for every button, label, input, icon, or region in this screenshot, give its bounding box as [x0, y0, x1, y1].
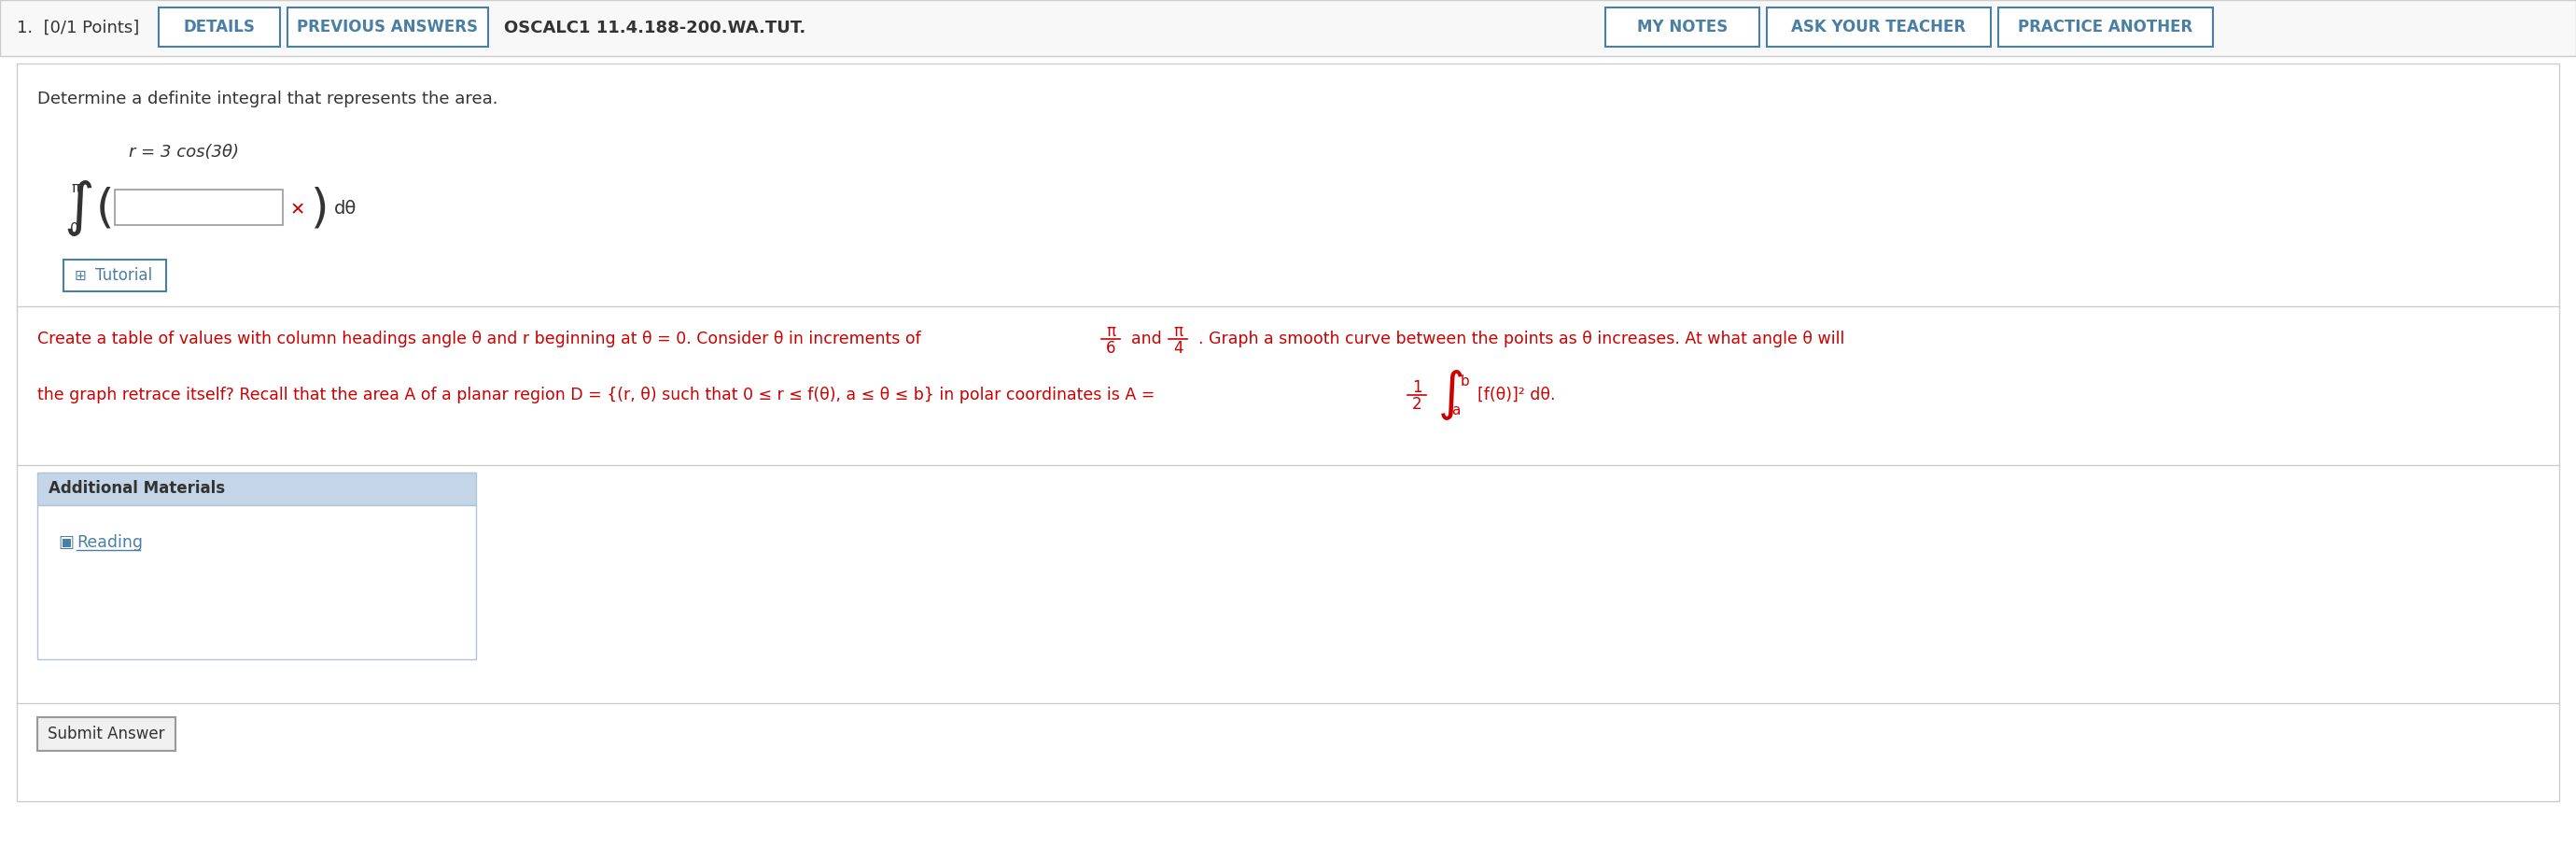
- Text: PRACTICE ANOTHER: PRACTICE ANOTHER: [2017, 19, 2192, 35]
- Text: and: and: [1131, 331, 1162, 347]
- Text: Submit Answer: Submit Answer: [49, 726, 165, 742]
- Text: [f(θ)]² dθ.: [f(θ)]² dθ.: [1479, 387, 1556, 404]
- Bar: [36, 505, 477, 660]
- Bar: [289, 8, 487, 46]
- Text: Determine a definite integral that represents the area.: Determine a definite integral that repre…: [36, 90, 497, 108]
- Bar: [1767, 8, 1991, 46]
- Text: (: (: [95, 186, 113, 231]
- Text: $\int$: $\int$: [64, 178, 93, 238]
- Text: Additional Materials: Additional Materials: [49, 480, 224, 497]
- Text: the graph retrace itself? Recall that the area A of a planar region D = {(r, θ) : the graph retrace itself? Recall that th…: [36, 387, 1154, 404]
- Bar: [116, 189, 283, 225]
- Text: . Graph a smooth curve between the points as θ increases. At what angle θ will: . Graph a smooth curve between the point…: [1198, 331, 1844, 347]
- Text: π: π: [1172, 323, 1182, 340]
- Text: Tutorial: Tutorial: [95, 267, 152, 284]
- Text: π: π: [72, 181, 80, 195]
- Text: PREVIOUS ANSWERS: PREVIOUS ANSWERS: [296, 19, 479, 35]
- Text: DETAILS: DETAILS: [183, 19, 255, 35]
- Bar: [64, 260, 165, 291]
- Text: Reading: Reading: [77, 534, 142, 551]
- Text: 4: 4: [1172, 340, 1182, 356]
- Text: 6: 6: [1105, 340, 1115, 356]
- Text: 0: 0: [70, 222, 80, 236]
- Text: $\int$: $\int$: [1437, 368, 1463, 422]
- Text: a: a: [1453, 403, 1461, 417]
- Bar: [1999, 8, 2213, 46]
- Bar: [36, 473, 477, 505]
- Text: ⊞: ⊞: [75, 269, 85, 282]
- Text: b: b: [1461, 374, 1471, 388]
- Text: Create a table of values with column headings angle θ and r beginning at θ = 0. : Create a table of values with column hea…: [36, 331, 922, 347]
- Text: 2: 2: [1412, 396, 1422, 412]
- Bar: [0, 0, 2576, 56]
- Text: MY NOTES: MY NOTES: [1636, 19, 1728, 35]
- Bar: [1605, 8, 1759, 46]
- Text: ASK YOUR TEACHER: ASK YOUR TEACHER: [1790, 19, 1965, 35]
- Bar: [160, 8, 281, 46]
- Text: ▣: ▣: [57, 534, 75, 551]
- Text: ✕: ✕: [291, 201, 307, 219]
- Text: dθ: dθ: [335, 200, 358, 217]
- Text: 1.  [0/1 Points]: 1. [0/1 Points]: [18, 20, 139, 36]
- Text: r = 3 cos(3θ): r = 3 cos(3θ): [129, 144, 240, 161]
- Text: ): ): [312, 186, 330, 231]
- Bar: [18, 64, 2558, 802]
- Text: 1: 1: [1412, 379, 1422, 396]
- Bar: [36, 717, 175, 751]
- Text: OSCALC1 11.4.188-200.WA.TUT.: OSCALC1 11.4.188-200.WA.TUT.: [505, 20, 806, 36]
- Text: π: π: [1105, 323, 1115, 340]
